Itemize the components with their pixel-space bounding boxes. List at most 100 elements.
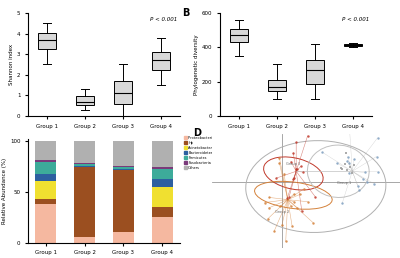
Point: [276, 160, 282, 165]
Point: [355, 184, 361, 188]
Point: [349, 171, 355, 175]
Point: [265, 206, 272, 210]
Point: [290, 151, 296, 155]
Point: [344, 168, 350, 172]
Y-axis label: Phylogenetic diversity: Phylogenetic diversity: [194, 34, 199, 95]
Bar: [35, 162, 56, 174]
PathPatch shape: [230, 29, 248, 42]
Bar: [74, 163, 95, 164]
Bar: [152, 207, 173, 217]
Point: [351, 157, 357, 161]
Point: [294, 206, 300, 210]
Point: [360, 177, 366, 181]
PathPatch shape: [38, 33, 56, 49]
Bar: [74, 167, 95, 237]
Bar: [113, 167, 134, 169]
Point: [371, 182, 377, 186]
Point: [373, 155, 380, 159]
Point: [342, 162, 348, 166]
Point: [364, 180, 370, 184]
Point: [290, 176, 297, 181]
Point: [344, 159, 350, 163]
Point: [271, 229, 278, 233]
Point: [293, 167, 300, 171]
Point: [281, 172, 287, 176]
Bar: [35, 159, 56, 162]
Point: [362, 171, 368, 175]
PathPatch shape: [76, 96, 94, 105]
Bar: [152, 187, 173, 207]
PathPatch shape: [152, 52, 170, 70]
Bar: [35, 199, 56, 204]
Text: P < 0.001: P < 0.001: [342, 17, 369, 22]
Point: [304, 134, 311, 138]
Point: [344, 155, 351, 159]
Bar: [35, 174, 56, 181]
Point: [319, 150, 326, 154]
Bar: [152, 179, 173, 187]
Point: [291, 200, 297, 204]
Point: [288, 204, 294, 208]
Text: B: B: [182, 8, 189, 18]
Y-axis label: Relative Abundance (%): Relative Abundance (%): [2, 158, 7, 224]
Point: [291, 176, 298, 180]
Point: [266, 195, 272, 199]
Point: [288, 159, 294, 164]
Point: [334, 161, 340, 165]
Bar: [113, 170, 134, 232]
Point: [304, 200, 311, 204]
Point: [342, 151, 349, 155]
Point: [277, 204, 284, 208]
Point: [301, 187, 307, 191]
Point: [296, 192, 303, 197]
Point: [284, 196, 290, 200]
Point: [289, 224, 295, 228]
Point: [346, 161, 352, 165]
Point: [293, 140, 300, 144]
Point: [261, 200, 268, 205]
Bar: [152, 217, 173, 243]
Point: [298, 164, 304, 168]
Point: [290, 192, 297, 196]
Bar: [35, 141, 56, 159]
Bar: [113, 166, 134, 167]
Bar: [113, 232, 134, 243]
PathPatch shape: [114, 81, 132, 104]
Point: [347, 165, 353, 169]
Point: [338, 165, 344, 170]
Point: [310, 221, 316, 225]
Point: [339, 167, 346, 171]
PathPatch shape: [306, 60, 324, 84]
Point: [346, 171, 352, 175]
Point: [339, 201, 346, 205]
Text: D: D: [193, 128, 201, 139]
Point: [286, 195, 292, 199]
Bar: [35, 204, 56, 243]
Text: Group 1: Group 1: [337, 181, 351, 185]
Point: [264, 217, 271, 221]
Text: P < 0.001: P < 0.001: [150, 17, 177, 22]
Point: [350, 163, 357, 167]
Point: [374, 136, 381, 140]
Bar: [74, 166, 95, 167]
Point: [273, 176, 280, 180]
Bar: [152, 141, 173, 167]
Point: [356, 188, 362, 192]
Point: [293, 166, 299, 171]
Point: [346, 120, 352, 124]
Point: [279, 223, 285, 228]
Point: [374, 170, 381, 174]
Bar: [152, 169, 173, 179]
Y-axis label: Shannon index: Shannon index: [9, 44, 14, 85]
Bar: [152, 167, 173, 169]
Point: [276, 156, 283, 160]
Bar: [74, 141, 95, 163]
Bar: [74, 237, 95, 243]
Point: [282, 239, 289, 243]
PathPatch shape: [344, 44, 362, 46]
Bar: [35, 181, 56, 199]
Bar: [113, 141, 134, 166]
Point: [300, 170, 306, 174]
Text: Group 3: Group 3: [286, 162, 300, 166]
Point: [312, 195, 318, 199]
